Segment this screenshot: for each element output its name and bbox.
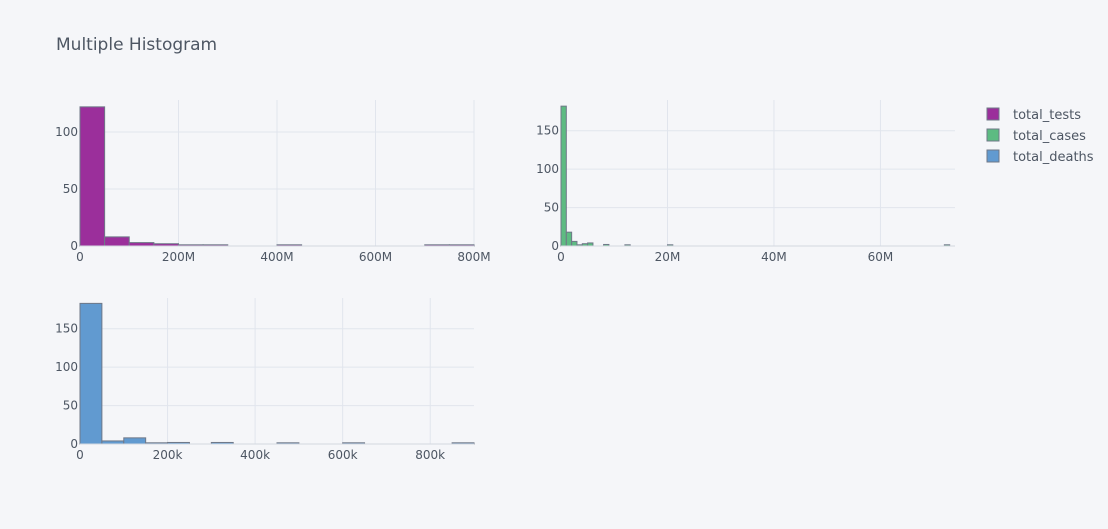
y-tick-label: 100 bbox=[536, 162, 559, 176]
histogram-bar[interactable] bbox=[123, 437, 147, 445]
y-tick-label: 0 bbox=[70, 437, 78, 451]
x-tick-label: 0 bbox=[557, 250, 565, 264]
histogram-bar[interactable] bbox=[104, 236, 130, 247]
subplot-total_cases: 0 20M 40M 60M 0 50 100 150 bbox=[536, 100, 955, 264]
y-tick-label: 50 bbox=[63, 182, 78, 196]
legend-label: total_deaths bbox=[1013, 150, 1094, 165]
histogram-bar[interactable] bbox=[79, 302, 103, 445]
legend-swatch bbox=[986, 128, 1000, 142]
y-tick-label: 0 bbox=[551, 239, 559, 253]
legend-item-total_deaths[interactable]: total_deaths bbox=[986, 149, 1094, 165]
y-tick-label: 150 bbox=[55, 322, 78, 336]
y-tick-label: 150 bbox=[536, 124, 559, 138]
x-tick-label: 200k bbox=[153, 448, 183, 462]
y-tick-label: 0 bbox=[70, 239, 78, 253]
chart-title: Multiple Histogram bbox=[56, 35, 217, 55]
x-tick-label: 400M bbox=[260, 250, 293, 264]
histogram-bar[interactable] bbox=[79, 106, 106, 247]
x-tick-label: 40M bbox=[761, 250, 787, 264]
y-tick-label: 100 bbox=[55, 125, 78, 139]
x-tick-label: 20M bbox=[655, 250, 681, 264]
subplot-panels: 0 200M 400M 600M 800M 0 50 100 0 20M 40M 60M 0 50 100 1… bbox=[55, 100, 955, 462]
x-tick-label: 400k bbox=[240, 448, 270, 462]
x-tick-label: 800M bbox=[457, 250, 490, 264]
y-tick-label: 100 bbox=[55, 360, 78, 374]
legend-label: total_tests bbox=[1013, 108, 1081, 123]
y-tick-label: 50 bbox=[544, 201, 559, 215]
histogram-bar[interactable] bbox=[128, 242, 155, 247]
x-tick-label: 200M bbox=[162, 250, 195, 264]
subplot-total_deaths: 0 200k 400k 600k 800k 0 50 100 150 bbox=[55, 298, 475, 462]
x-tick-label: 60M bbox=[868, 250, 894, 264]
legend-swatch bbox=[986, 149, 1000, 163]
subplot-total_tests: 0 200M 400M 600M 800M 0 50 100 bbox=[55, 100, 491, 264]
y-tick-label: 50 bbox=[63, 399, 78, 413]
legend[interactable]: total_tests total_cases total_deaths bbox=[986, 107, 1094, 165]
x-tick-label: 0 bbox=[76, 250, 84, 264]
x-tick-label: 0 bbox=[76, 448, 84, 462]
legend-swatch bbox=[986, 107, 1000, 121]
legend-label: total_cases bbox=[1013, 129, 1086, 144]
legend-item-total_tests[interactable]: total_tests bbox=[986, 107, 1081, 123]
legend-item-total_cases[interactable]: total_cases bbox=[986, 128, 1086, 144]
histogram-bar[interactable] bbox=[565, 231, 573, 247]
histogram-bar[interactable] bbox=[571, 240, 578, 247]
x-tick-label: 800k bbox=[415, 448, 445, 462]
x-tick-label: 600k bbox=[328, 448, 358, 462]
histogram-bar[interactable] bbox=[560, 105, 567, 247]
x-tick-label: 600M bbox=[359, 250, 392, 264]
